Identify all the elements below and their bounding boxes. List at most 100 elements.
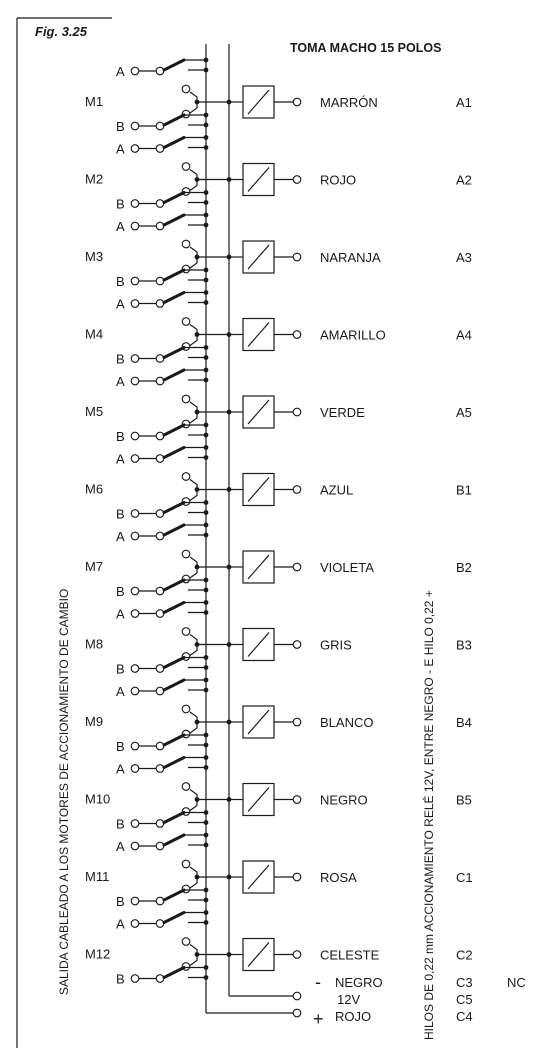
junction-dot <box>203 887 209 893</box>
switch-a-blade <box>162 756 186 769</box>
wire-color-label: VIOLETA <box>320 560 374 575</box>
pin-label: B1 <box>456 483 472 498</box>
junction-dot <box>203 57 209 63</box>
pin-label: A4 <box>456 328 472 343</box>
switch-upper-contact <box>181 549 191 559</box>
switch-b-label: B <box>116 894 125 909</box>
output-terminal <box>292 562 302 572</box>
switch-a-pivot-terminal <box>155 531 165 541</box>
junction-dot <box>203 522 209 528</box>
switch-b-blade <box>162 733 186 747</box>
relay-diagonal <box>247 399 270 425</box>
switch-a-pivot-terminal <box>155 764 165 773</box>
motor-label: M1 <box>85 94 103 109</box>
switch-a-blade <box>162 213 186 227</box>
switch-upper-contact <box>181 704 191 714</box>
negative-note: NC <box>507 975 526 990</box>
motor-label: M8 <box>85 637 103 652</box>
switch-b-blade <box>162 578 186 592</box>
switch-a-pivot-terminal <box>155 221 165 231</box>
motor-row: A M9 B BLANCO B4 <box>85 677 472 754</box>
junction-dot <box>203 732 209 738</box>
relay-diagonal <box>247 322 270 347</box>
switch-lower-lead <box>189 799 198 811</box>
motor-row: A M11 B ROSA C1 <box>85 832 473 909</box>
switch-b-pivot-terminal <box>155 974 165 983</box>
switch-b-label: B <box>116 274 125 289</box>
right-vertical-label: HILOS DE 0,22 mm ACCIONAMIENTO RELÉ 12V,… <box>421 590 436 1040</box>
switch-a-label: A <box>116 684 125 699</box>
switch-lower-lead <box>189 102 198 114</box>
switch-a-label: A <box>116 529 125 544</box>
switch-a-pivot-terminal <box>155 376 165 386</box>
junction-dot <box>203 135 209 140</box>
pin-label: C1 <box>456 870 473 885</box>
switch-b-pivot-terminal <box>155 276 165 286</box>
switch-a-blade <box>162 523 186 537</box>
switch-a-input-terminal <box>130 454 140 463</box>
switch-b-label: B <box>116 817 125 832</box>
junction-dot <box>203 345 209 350</box>
switch-a-pivot-terminal <box>155 299 165 308</box>
junction-dot <box>203 832 209 838</box>
switch-a-blade <box>162 833 186 847</box>
voltage-pin: C5 <box>456 992 473 1007</box>
switch-upper-contact <box>181 84 191 94</box>
switch-a-blade <box>162 136 186 149</box>
power-section: - NEGRO C3 NC 12V C5 + ROJO C4 <box>206 972 526 1029</box>
wire-color-label: CELESTE <box>320 948 380 963</box>
junction-dot <box>203 687 209 693</box>
junction-dot <box>203 290 209 295</box>
wire-color-label: GRIS <box>320 638 352 653</box>
switch-b-pivot-terminal <box>155 431 165 441</box>
junction-dot <box>203 600 209 605</box>
switch-a-input-terminal <box>130 299 140 308</box>
relay-diagonal <box>247 632 270 657</box>
junction-dot <box>203 842 209 848</box>
switch-b-label: B <box>116 972 125 987</box>
junction-dot <box>203 145 209 150</box>
junction-dot <box>203 920 209 925</box>
junction-dot <box>203 367 209 373</box>
switch-a-input-terminal <box>130 376 140 386</box>
output-terminal <box>292 640 302 649</box>
junction-dot <box>203 190 209 195</box>
negative-terminal <box>292 991 302 1001</box>
switch-a-input-terminal <box>130 919 140 928</box>
motor-label: M5 <box>85 404 103 419</box>
switch-upper-contact <box>181 937 191 946</box>
switch-a-blade <box>162 911 186 924</box>
output-terminal <box>292 717 302 727</box>
junction-dot <box>203 587 209 593</box>
switch-lower-lead <box>189 412 198 424</box>
junction-dot <box>203 355 209 360</box>
wire-color-label: AZUL <box>320 483 353 498</box>
relay-diagonal <box>247 709 270 735</box>
switch-b-blade <box>162 966 186 979</box>
junction-dot <box>203 677 209 683</box>
switch-a-label: A <box>116 297 125 312</box>
switch-a-blade <box>162 678 186 692</box>
pin-label: A3 <box>456 250 472 265</box>
switch-a-pivot-terminal <box>155 609 165 618</box>
relay-diagonal <box>247 89 270 115</box>
switch-b-label: B <box>116 119 125 134</box>
motor-label: M3 <box>85 249 103 264</box>
output-terminal <box>292 407 302 417</box>
switch-b-input-terminal <box>130 354 140 363</box>
positive-terminal <box>292 1008 302 1018</box>
junction-dot <box>203 200 209 205</box>
switch-upper-contact <box>181 394 191 404</box>
switch-b-label: B <box>116 352 125 367</box>
motor-row: A M3 B NARANJA A3 <box>85 212 472 289</box>
motor-row: A M8 B GRIS B3 <box>85 600 472 677</box>
motor-label: M9 <box>85 714 103 729</box>
pin-label: A2 <box>456 173 472 188</box>
pin-label: B2 <box>456 560 472 575</box>
switch-lower-lead <box>189 722 198 734</box>
motor-row: A M4 B AMARILLO A4 <box>85 290 472 367</box>
switch-b-input-terminal <box>130 896 140 906</box>
pin-label: C2 <box>456 948 473 963</box>
switch-upper-contact <box>181 239 191 249</box>
left-vertical-label: SALIDA CABLEADO A LOS MOTORES DE ACCIONA… <box>57 589 71 995</box>
